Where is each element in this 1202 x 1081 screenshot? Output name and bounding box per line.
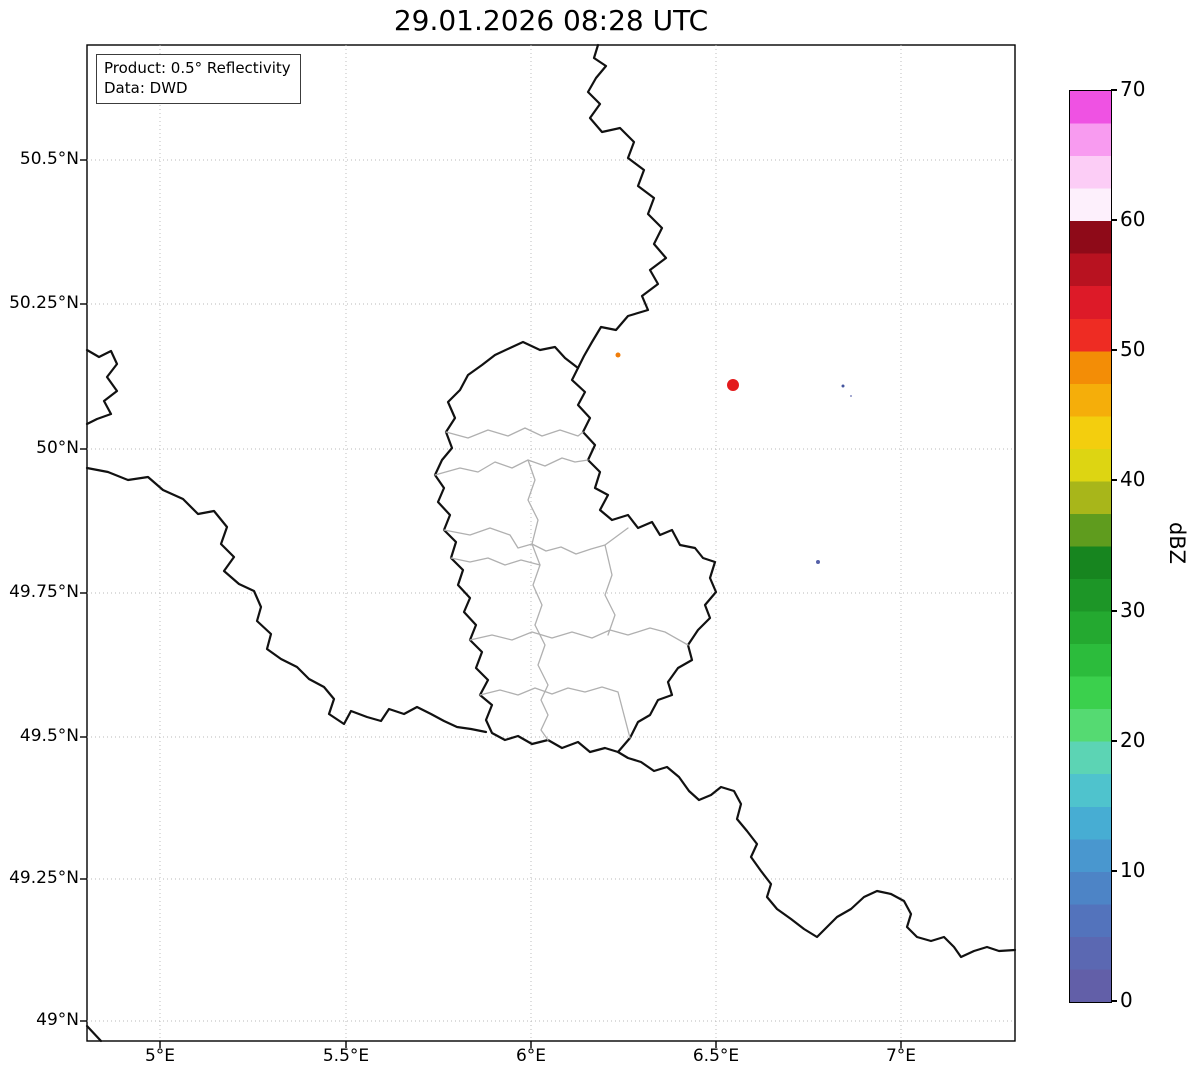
radar-echo	[850, 395, 852, 397]
product-info-box: Product: 0.5° Reflectivity Data: DWD	[96, 54, 301, 104]
canton-border	[434, 457, 589, 476]
colorbar-tick-label: 70	[1120, 77, 1146, 101]
colorbar-tick-label: 50	[1120, 337, 1146, 362]
canton-border	[479, 686, 631, 739]
y-tick-label: 49.5°N	[19, 726, 79, 746]
product-label: Product: 0.5° Reflectivity	[104, 59, 291, 77]
colorbar-tick-label: 10	[1120, 857, 1146, 882]
canton-border	[450, 557, 541, 566]
canton-border	[527, 459, 543, 626]
x-tick-label: 5°E	[144, 1046, 176, 1066]
border-france-germany	[616, 750, 1017, 959]
y-tick-label: 50.5°N	[19, 149, 79, 169]
y-tick-label: 50°N	[36, 438, 79, 458]
border-fragment-west	[85, 348, 119, 426]
radar-echo	[841, 384, 845, 388]
border-belgium-germany	[576, 43, 668, 370]
y-tick-label: 49°N	[36, 1010, 79, 1030]
canton-border	[469, 627, 689, 646]
colorbar-tick-mark	[1111, 739, 1117, 742]
y-tick-label: 49.75°N	[9, 582, 79, 602]
border-luxembourg	[433, 340, 718, 754]
axis-tick-marks	[80, 159, 902, 1048]
colorbar-tick-label: 60	[1120, 207, 1146, 232]
radar-echo	[727, 379, 739, 391]
x-tick-label: 6°E	[515, 1046, 547, 1066]
x-tick-label: 7°E	[885, 1046, 917, 1066]
border-fragment-corner	[85, 1024, 103, 1043]
y-tick-label: 49.25°N	[9, 868, 79, 888]
colorbar-tick-label: 40	[1120, 467, 1146, 492]
x-tick-label: 6.5°E	[692, 1046, 740, 1066]
colorbar-tick-label: 30	[1120, 597, 1146, 622]
radar-echo	[816, 560, 820, 564]
colorbar-tick-label: 0	[1120, 988, 1133, 1012]
canton-border	[445, 427, 584, 439]
data-source-label: Data: DWD	[104, 79, 188, 98]
country-borders	[85, 43, 1017, 1043]
canton-borders	[434, 427, 689, 741]
canton-border	[604, 544, 616, 636]
colorbar-tick-mark	[1111, 89, 1117, 91]
colorbar-unit-label: dBZ	[1165, 521, 1190, 565]
colorbar-tick-label: 20	[1120, 727, 1146, 752]
canton-border	[534, 624, 549, 741]
colorbar	[1069, 90, 1112, 1003]
border-belgium-france	[85, 466, 488, 734]
figure-title: 29.01.2026 08:28 UTC	[393, 4, 709, 37]
colorbar-tick-mark	[1111, 349, 1117, 352]
colorbar-tick-mark	[1111, 869, 1117, 872]
radar-echo	[615, 352, 621, 358]
radar-echoes	[615, 352, 852, 564]
colorbar-tick-mark	[1111, 1000, 1117, 1002]
colorbar-tick-mark	[1111, 219, 1117, 222]
x-tick-label: 5.5°E	[322, 1046, 370, 1066]
gridlines	[87, 45, 1015, 1041]
y-tick-label: 50.25°N	[9, 293, 79, 313]
canton-border	[443, 527, 629, 555]
plot-frame	[86, 44, 1016, 1042]
colorbar-tick-mark	[1111, 609, 1117, 612]
colorbar-tick-mark	[1111, 479, 1117, 482]
